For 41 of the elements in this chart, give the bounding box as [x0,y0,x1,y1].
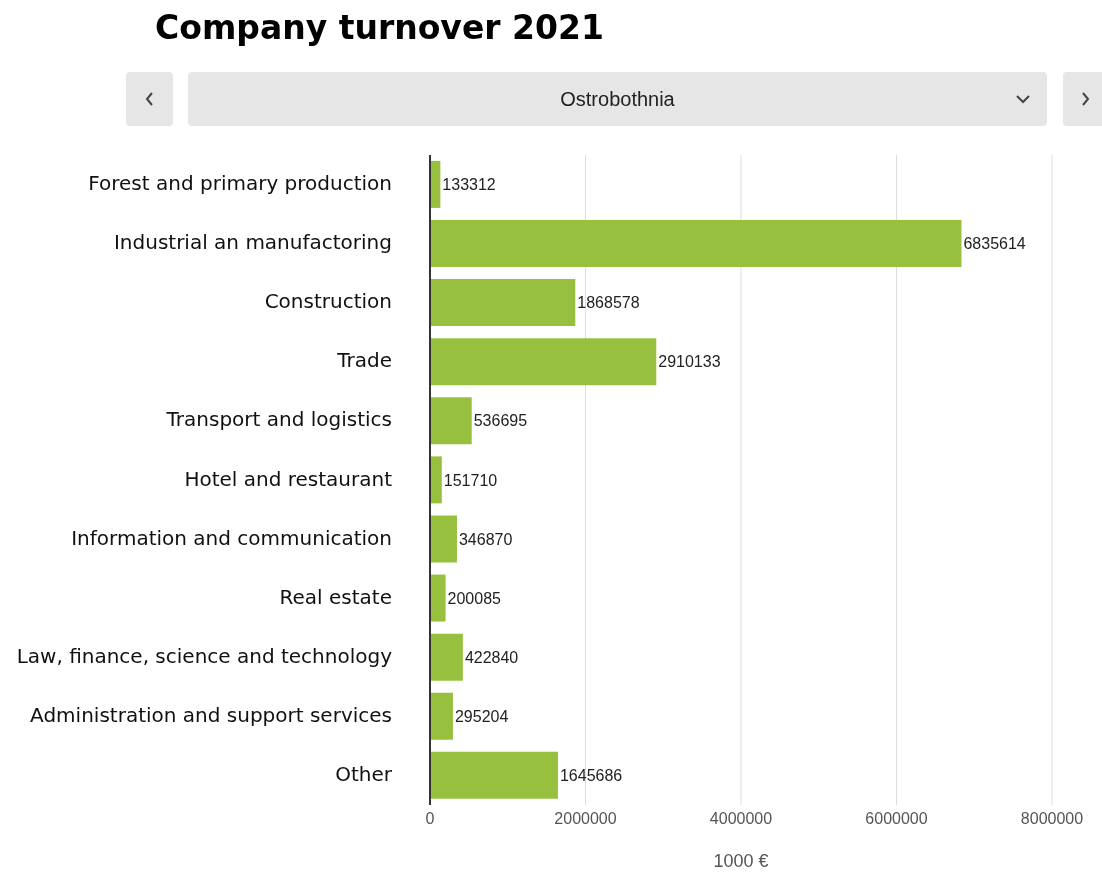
bar [430,338,657,386]
y-tick-label: Transport and logistics [165,407,392,432]
x-axis-title: 1000 € [713,851,769,871]
data-label: 1868578 [577,294,640,312]
data-label: 1645686 [559,767,623,784]
bar [430,456,442,504]
bar [430,220,962,267]
data-label: 295204 [454,707,509,725]
y-tick-label: Trade [336,348,392,373]
data-label: 133312 [442,176,496,194]
y-tick-label: Administration and support services [30,702,392,727]
data-label: 6835614 [963,235,1026,253]
y-tick-label: Real estate [279,584,392,609]
chart-subtitle: Ostrobothnia [560,87,675,111]
data-label: 2910133 [658,353,721,371]
y-tick-label: Hotel and restaurant [184,466,393,491]
x-tick-label: 8000000 [1020,810,1084,828]
x-tick-label: 4000000 [709,810,773,828]
data-label: 536695 [473,412,528,430]
bar [430,692,453,740]
data-label: 346870 [458,530,513,548]
bar [430,751,558,799]
x-tick-label: 0 [425,810,435,828]
data-label: 422840 [464,648,519,666]
y-tick-label: Information and communication [71,525,392,550]
region-dropdown: Ostrobothnia [188,72,1047,126]
bar [430,397,472,445]
y-tick-label: Industrial an manufactoring [113,230,392,255]
data-label: 200085 [447,589,502,607]
x-tick-label: 2000000 [554,810,617,828]
bar [430,279,576,327]
data-label: 151710 [443,471,498,489]
y-tick-label: Law, finance, science and technology [16,643,393,668]
bar [430,574,446,622]
bar [430,633,463,681]
y-tick-label: Construction [264,289,392,314]
x-tick-label: 6000000 [865,810,928,828]
y-tick-label: Forest and primary production [88,171,392,196]
y-tick-label: Other [335,761,393,786]
bar [430,515,457,563]
chart-title: Company turnover 2021 [155,8,604,47]
